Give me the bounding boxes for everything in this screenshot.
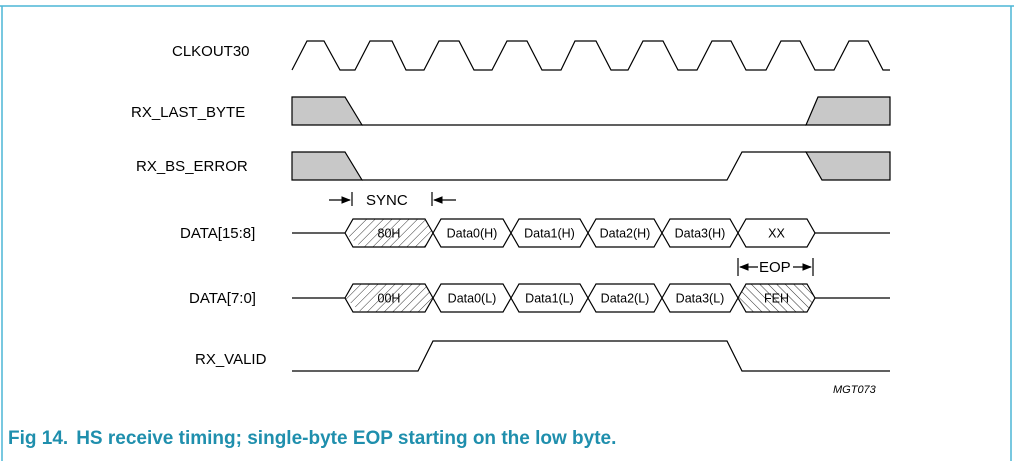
figure-id: MGT073 bbox=[833, 384, 877, 396]
eop-label: EOP bbox=[759, 259, 791, 276]
label-rx-bs-error: RX_BS_ERROR bbox=[136, 158, 248, 175]
data-high-cell-label: Data3(H) bbox=[675, 227, 726, 241]
data-high-cell-label: Data2(H) bbox=[600, 227, 651, 241]
rx-bs-error-shade-end bbox=[804, 151, 891, 181]
data-low-cell-label: Data1(L) bbox=[525, 292, 574, 306]
data-high-cell-label: 80H bbox=[378, 227, 401, 241]
rx-bs-error-waveform bbox=[362, 151, 806, 181]
label-data-high: DATA[15:8] bbox=[180, 225, 255, 242]
data-low-cell-outline bbox=[737, 283, 816, 313]
caption-text: HS receive timing; single-byte EOP start… bbox=[76, 428, 617, 449]
sync-label: SYNC bbox=[366, 192, 408, 209]
data-high-cell-outline bbox=[737, 218, 816, 248]
data-low-cell-label: FEH bbox=[764, 292, 789, 306]
label-data-low: DATA[7:0] bbox=[189, 290, 256, 307]
rx-bs-error-shade-start bbox=[291, 151, 364, 181]
data-low-cell-label: 00H bbox=[378, 292, 401, 306]
data-low-cell-label: Data3(L) bbox=[676, 292, 725, 306]
caption-number: Fig 14. bbox=[8, 428, 69, 449]
figure-caption: Fig 14. HS receive timing; single-byte EO… bbox=[8, 428, 616, 450]
label-rx-last-byte: RX_LAST_BYTE bbox=[131, 104, 245, 121]
data-low-cell-label: Data0(L) bbox=[448, 292, 497, 306]
data-high-cell-label: Data0(H) bbox=[447, 227, 498, 241]
data-low-eop-fill bbox=[738, 284, 815, 312]
clkout30-waveform bbox=[291, 40, 890, 71]
rx-last-byte-shade-end bbox=[805, 96, 891, 126]
data-high-cell-label: XX bbox=[768, 227, 785, 241]
data-high-cell-label: Data1(H) bbox=[524, 227, 575, 241]
data-high-sync-fill bbox=[345, 219, 433, 247]
rx-valid-waveform bbox=[292, 340, 890, 372]
label-rx-valid: RX_VALID bbox=[195, 351, 267, 368]
rx-last-byte-shade-start bbox=[291, 96, 364, 126]
label-clkout30: CLKOUT30 bbox=[172, 43, 250, 60]
data-low-cell-label: Data2(L) bbox=[601, 292, 650, 306]
data-low-sync-fill bbox=[345, 284, 433, 312]
